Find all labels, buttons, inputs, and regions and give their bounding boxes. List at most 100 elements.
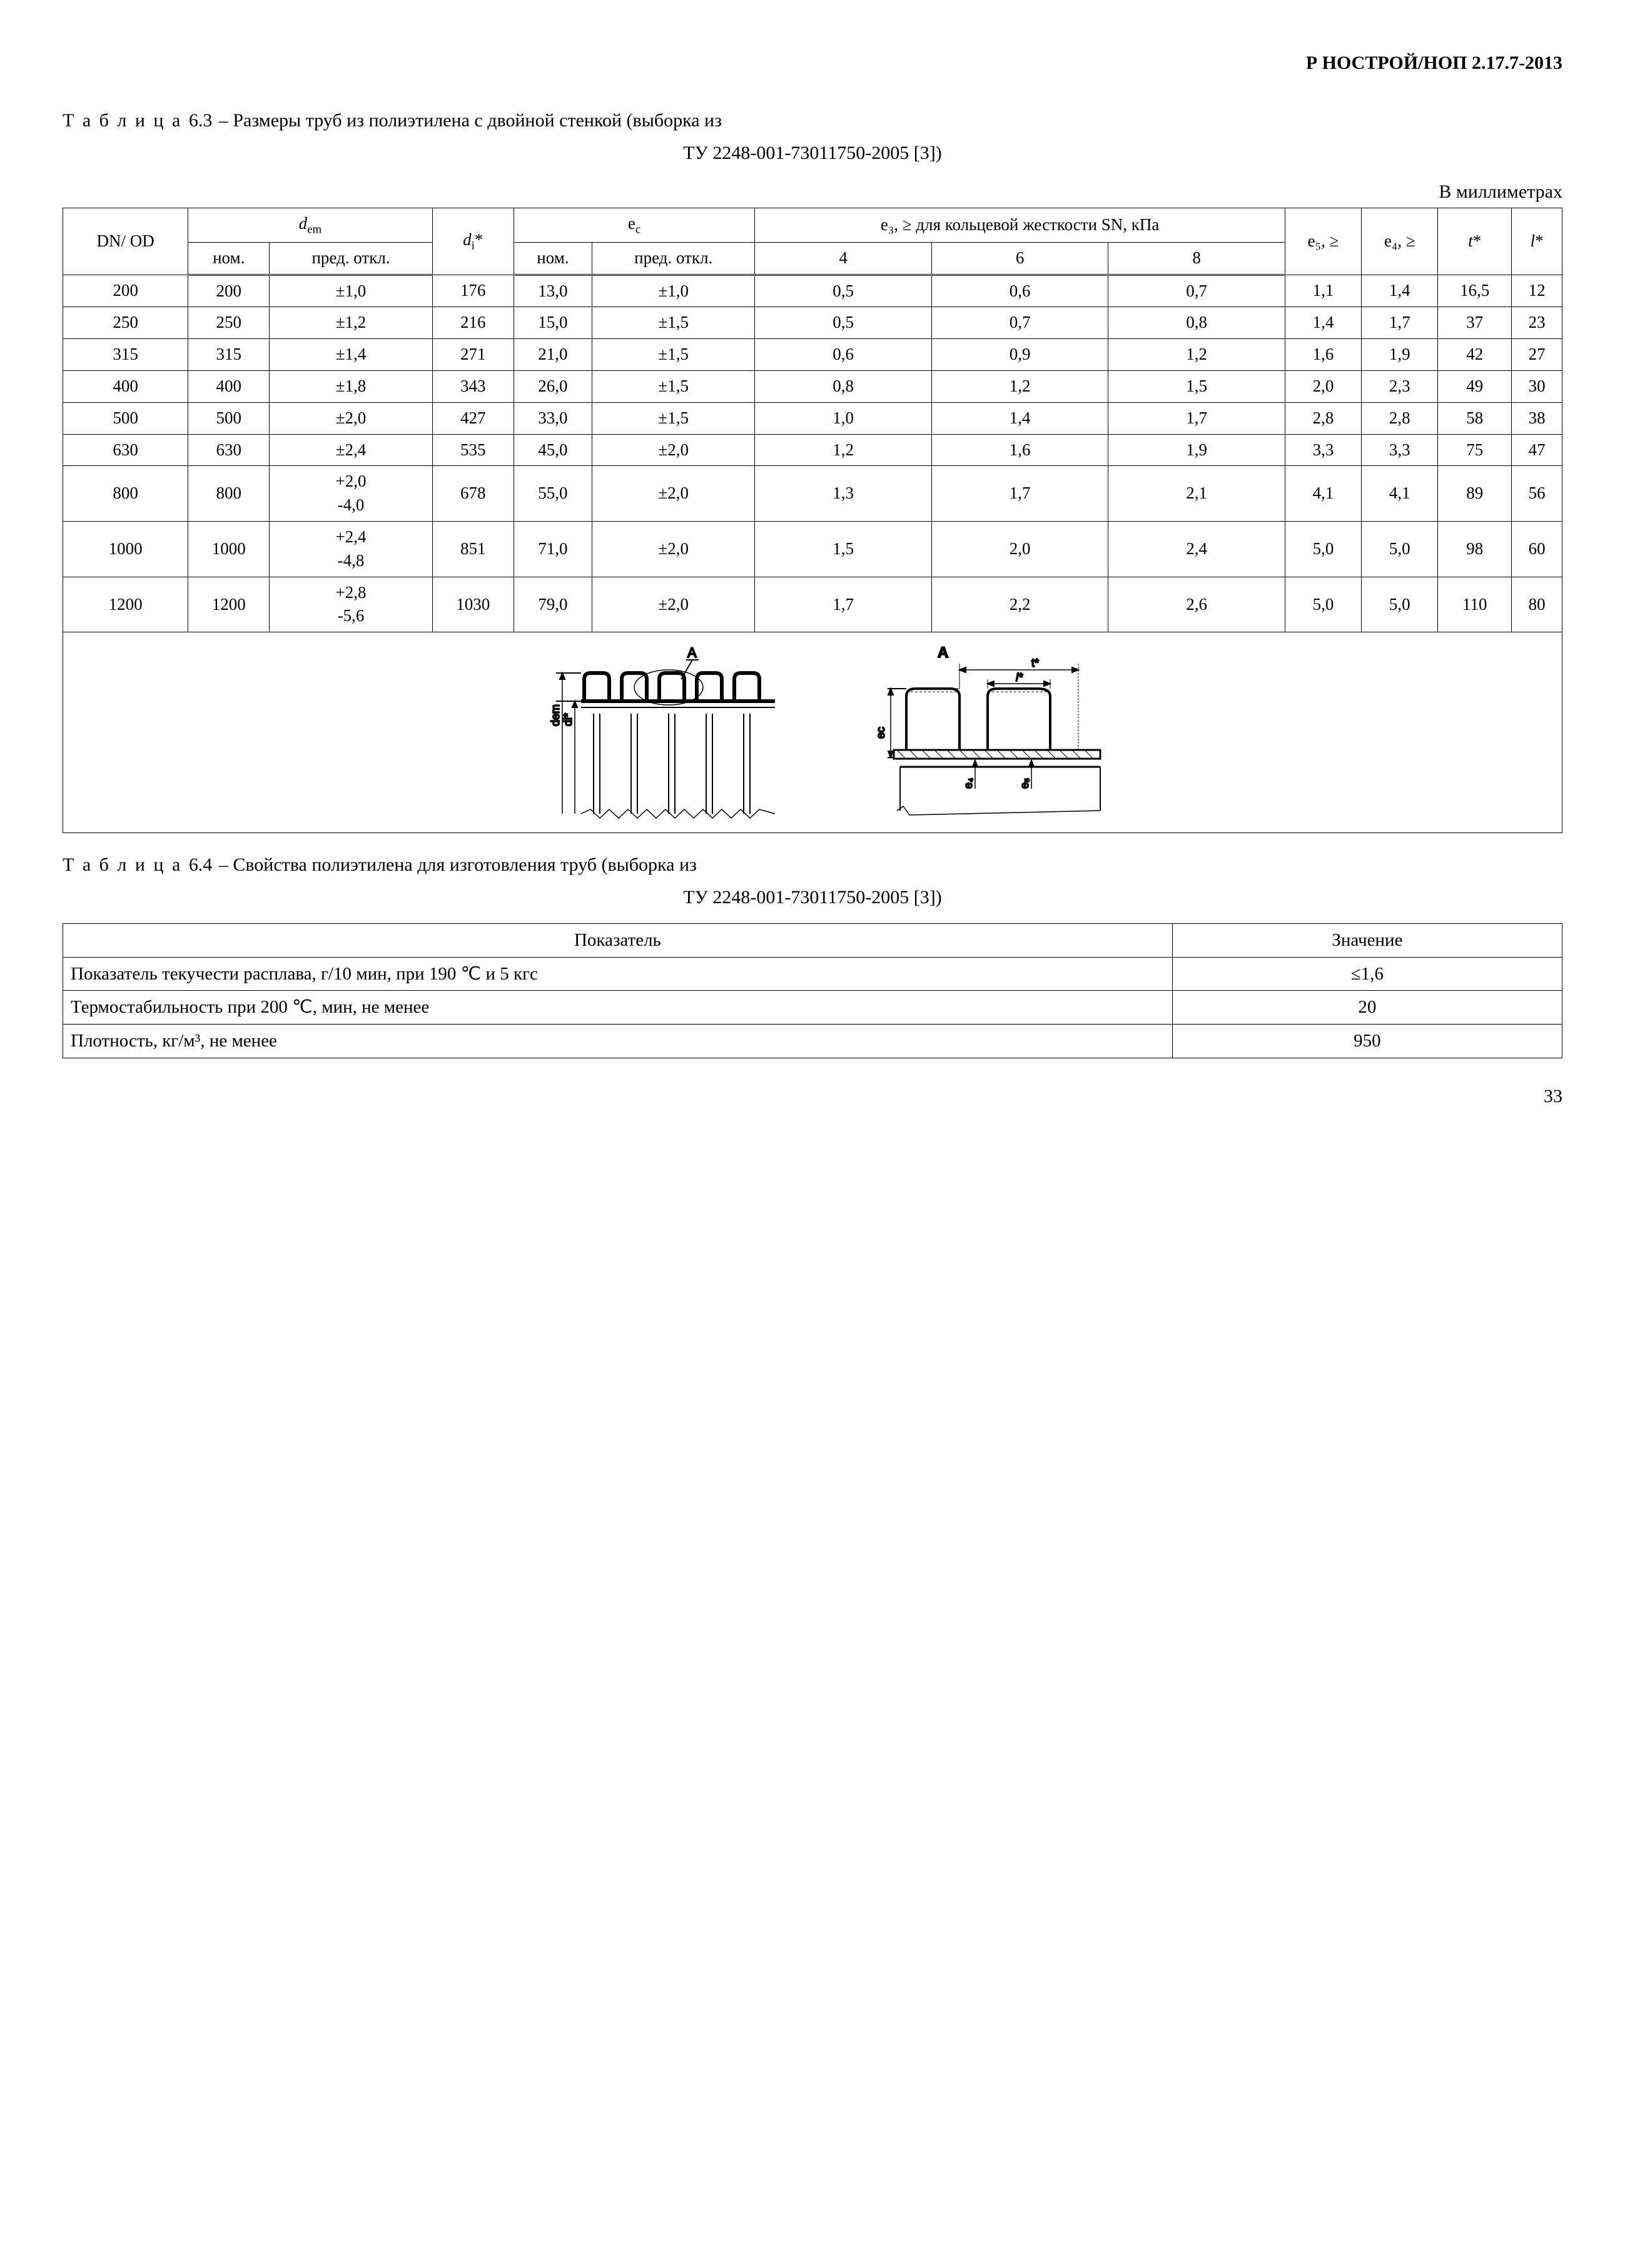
table-cell: 271 <box>432 339 514 371</box>
table-row: Плотность, кг/м³, не менее950 <box>63 1025 1562 1058</box>
table-cell: 4,1 <box>1362 466 1438 522</box>
dem-sym: d <box>299 214 308 233</box>
table-cell: ±2,0 <box>270 402 432 434</box>
table-row: Показатель текучести расплава, г/10 мин,… <box>63 957 1562 991</box>
th-l: l* <box>1512 208 1562 275</box>
table-cell: 176 <box>432 275 514 307</box>
table-cell: 26,0 <box>514 371 592 403</box>
table-cell: 55,0 <box>514 466 592 522</box>
th-param: Показатель <box>63 924 1173 958</box>
table-cell: 56 <box>1512 466 1562 522</box>
table-cell: 1,4 <box>1362 275 1438 307</box>
table-cell: 500 <box>63 402 188 434</box>
table-cell: 3,3 <box>1285 434 1361 466</box>
table63-body: 200200±1,017613,0±1,00,50,60,71,11,416,5… <box>63 275 1562 632</box>
table64-caption: Т а б л и ц а 6.4 – Свойства полиэтилена… <box>63 852 1562 878</box>
table-cell: 1,2 <box>931 371 1108 403</box>
table-cell-value: 20 <box>1172 991 1562 1025</box>
table-cell: ±1,4 <box>270 339 432 371</box>
table-cell: 343 <box>432 371 514 403</box>
table-cell: ±2,4 <box>270 434 432 466</box>
table-cell: ±1,5 <box>592 339 754 371</box>
table-cell: 79,0 <box>514 577 592 632</box>
table-cell: 1,5 <box>755 522 932 577</box>
table-cell: 400 <box>63 371 188 403</box>
table-cell: 75 <box>1438 434 1512 466</box>
table-cell: 3,3 <box>1362 434 1438 466</box>
table-cell-value: ≤1,6 <box>1172 957 1562 991</box>
table-cell: 1200 <box>63 577 188 632</box>
th-dem-pred: пред. откл. <box>270 242 432 275</box>
table-cell: +2,4-4,8 <box>270 522 432 577</box>
table-cell: 21,0 <box>514 339 592 371</box>
table63-diagram-row: A dem di* <box>63 632 1562 833</box>
table-cell: 500 <box>188 402 270 434</box>
table-cell-value: 950 <box>1172 1025 1562 1058</box>
table63-caption-text: – Размеры труб из полиэтилена с двойной … <box>219 110 722 131</box>
table-cell: 13,0 <box>514 275 592 307</box>
th-dnod: DN/ OD <box>63 208 188 275</box>
table64: Показатель Значение Показатель текучести… <box>63 923 1562 1058</box>
table-cell: 23 <box>1512 307 1562 339</box>
table-cell: 58 <box>1438 402 1512 434</box>
th-ec-nom: ном. <box>514 242 592 275</box>
table-cell: 45,0 <box>514 434 592 466</box>
table-cell: 315 <box>63 339 188 371</box>
table-cell: 2,1 <box>1108 466 1285 522</box>
table-cell: 0,6 <box>931 275 1108 307</box>
table-cell: 250 <box>188 307 270 339</box>
table-row: 400400±1,834326,0±1,50,81,21,52,02,34930 <box>63 371 1562 403</box>
table-cell: 5,0 <box>1285 522 1361 577</box>
table-cell: 16,5 <box>1438 275 1512 307</box>
table63-caption-prefix: Т а б л и ц а <box>63 110 182 131</box>
table-cell: 110 <box>1438 577 1512 632</box>
table-cell: 427 <box>432 402 514 434</box>
table-row: 12001200+2,8-5,6103079,0±2,01,72,22,65,0… <box>63 577 1562 632</box>
table-cell: ±2,0 <box>592 466 754 522</box>
table-cell: 1,9 <box>1362 339 1438 371</box>
table-cell: 2,8 <box>1285 402 1361 434</box>
table-row: 630630±2,453545,0±2,01,21,61,93,33,37547 <box>63 434 1562 466</box>
table-cell: 4,1 <box>1285 466 1361 522</box>
document-code: Р НОСТРОЙ/НОП 2.17.7-2013 <box>63 50 1562 76</box>
table-cell: ±1,5 <box>592 371 754 403</box>
di-sym: d <box>463 230 472 249</box>
pipe-profile-diagram: A dem di* <box>500 645 825 820</box>
table-cell: 37 <box>1438 307 1512 339</box>
diagram-container: A dem di* <box>76 645 1549 820</box>
th-sn8: 8 <box>1108 242 1285 275</box>
table-cell: 0,9 <box>931 339 1108 371</box>
th-e5: e₅, ≥ <box>1285 208 1361 275</box>
table-cell: 12 <box>1512 275 1562 307</box>
table-cell: ±1,5 <box>592 402 754 434</box>
table-cell: 250 <box>63 307 188 339</box>
pipe-detail-diagram: A t* l* e₃ <box>863 645 1125 820</box>
dem-sub: em <box>307 223 321 236</box>
table-cell: 200 <box>63 275 188 307</box>
table-row: 200200±1,017613,0±1,00,50,60,71,11,416,5… <box>63 275 1562 307</box>
table-cell: ±1,0 <box>270 275 432 307</box>
table-cell: 1200 <box>188 577 270 632</box>
table-cell: 1,0 <box>755 402 932 434</box>
table-cell: 2,0 <box>1285 371 1361 403</box>
table-cell-param: Показатель текучести расплава, г/10 мин,… <box>63 957 1173 991</box>
table-cell: 2,8 <box>1362 402 1438 434</box>
table-cell: 1,4 <box>931 402 1108 434</box>
th-dem-nom: ном. <box>188 242 270 275</box>
table-cell: 851 <box>432 522 514 577</box>
table-cell: 0,7 <box>931 307 1108 339</box>
table-cell: ±2,0 <box>592 522 754 577</box>
t-sym: t <box>1468 231 1473 250</box>
table-row: 315315±1,427121,0±1,50,60,91,21,61,94227 <box>63 339 1562 371</box>
table63-diagram-cell: A dem di* <box>63 632 1562 833</box>
page-number: 33 <box>63 1083 1562 1110</box>
table-cell: 49 <box>1438 371 1512 403</box>
table-cell: 1,6 <box>1285 339 1361 371</box>
table-cell: ±2,0 <box>592 577 754 632</box>
table63-caption: Т а б л и ц а 6.3 – Размеры труб из поли… <box>63 108 1562 134</box>
th-ec-pred: пред. откл. <box>592 242 754 275</box>
detail-l: l* <box>1016 671 1023 684</box>
table-cell: ±1,8 <box>270 371 432 403</box>
table-cell: 2,4 <box>1108 522 1285 577</box>
table-cell: 60 <box>1512 522 1562 577</box>
